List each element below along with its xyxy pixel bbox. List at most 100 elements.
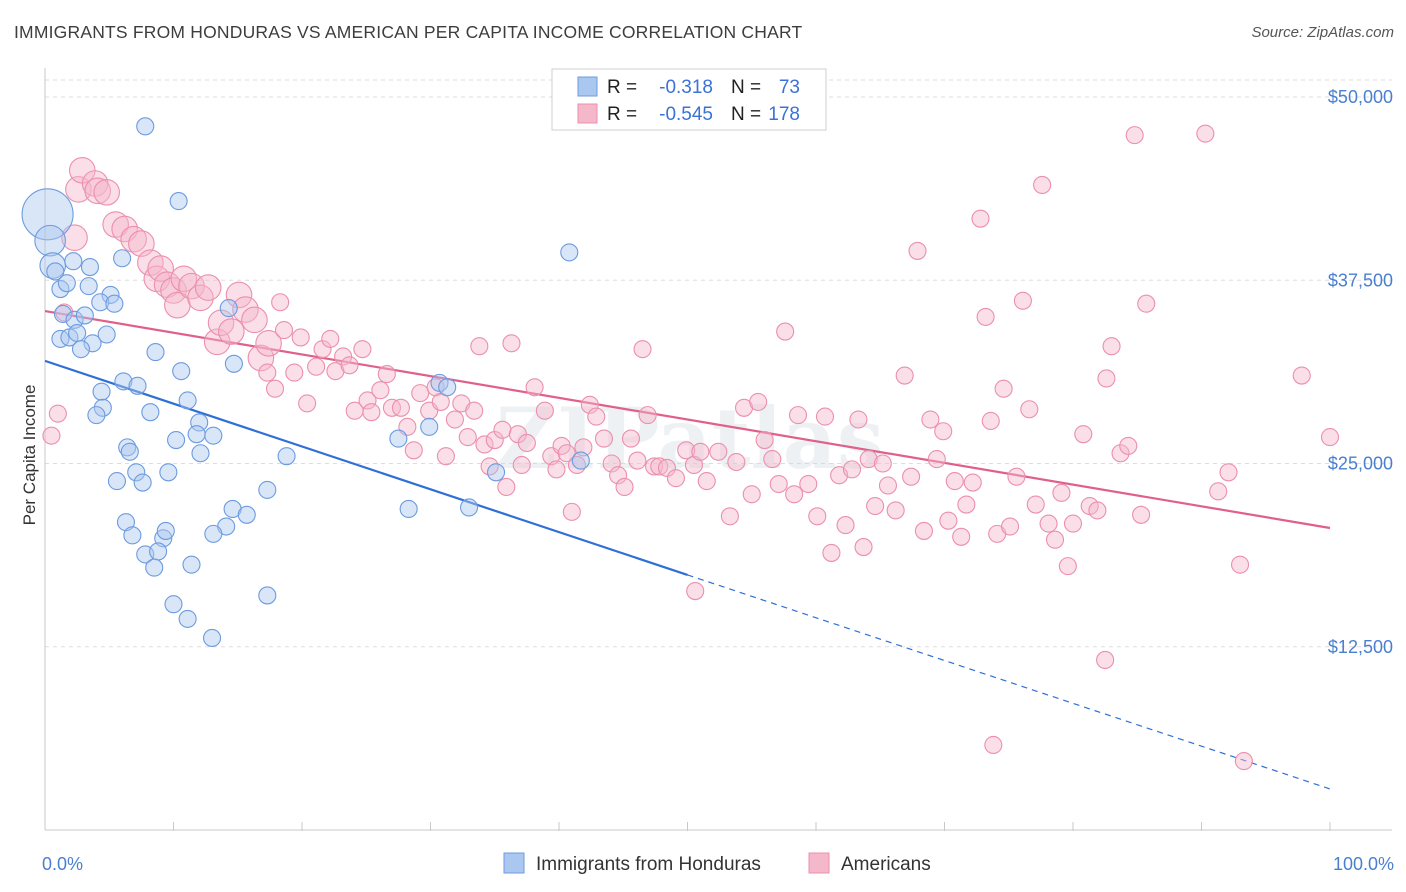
point-honduras (105, 294, 124, 313)
point-americans (1063, 514, 1083, 533)
point-americans (1209, 482, 1228, 501)
point-americans (1000, 517, 1020, 536)
point-americans (1292, 366, 1311, 385)
point-americans (232, 296, 259, 323)
y-axis-label: Per Capita Income (20, 385, 39, 526)
point-americans (981, 411, 1000, 431)
point-americans (194, 274, 222, 301)
point-americans (621, 429, 641, 448)
point-honduras (389, 429, 408, 448)
point-americans (525, 378, 544, 397)
stats-box: R = -0.318 N = 73 R = -0.545 N = 178 (551, 68, 827, 131)
point-honduras (21, 188, 74, 241)
point-americans (353, 340, 372, 359)
point-honduras (123, 526, 142, 545)
point-honduras (224, 354, 243, 373)
point-honduras (149, 542, 168, 561)
point-honduras (172, 362, 191, 381)
point-americans (120, 225, 147, 253)
point-honduras (68, 323, 87, 343)
point-americans (785, 485, 804, 504)
point-americans (1219, 463, 1238, 482)
point-honduras (167, 430, 186, 450)
point-honduras (560, 243, 579, 262)
point-americans (615, 477, 634, 497)
point-honduras (93, 398, 112, 417)
point-americans (391, 398, 410, 417)
point-honduras (107, 472, 127, 491)
point-americans (976, 307, 995, 326)
point-americans (42, 426, 61, 445)
point-honduras (204, 524, 223, 543)
point-americans (502, 334, 521, 353)
point-honduras (156, 521, 175, 540)
point-americans (763, 450, 782, 469)
point-americans (886, 501, 905, 520)
point-americans (742, 485, 761, 504)
point-americans (274, 321, 294, 340)
point-americans (1088, 501, 1107, 520)
stats-box-frame (551, 68, 827, 131)
point-americans (1119, 436, 1138, 455)
point-americans (1234, 752, 1253, 771)
point-americans (994, 379, 1013, 398)
point-honduras (420, 417, 439, 436)
point-honduras (127, 463, 146, 482)
x-axis-max-label: 100.0% (1333, 854, 1394, 874)
point-americans (666, 469, 685, 488)
point-americans (1013, 291, 1032, 310)
point-americans (720, 507, 739, 526)
point-americans (291, 328, 310, 347)
point-americans (340, 356, 359, 375)
x-axis-min-label: 0.0% (42, 854, 83, 874)
point-americans (458, 428, 477, 447)
point-americans (1111, 444, 1130, 463)
point-americans (475, 435, 494, 454)
point-americans (497, 477, 516, 497)
point-honduras (190, 413, 209, 432)
point-americans (1039, 514, 1058, 533)
point-americans (749, 392, 768, 411)
point-honduras (145, 558, 164, 577)
point-americans (493, 420, 512, 439)
point-americans (358, 391, 377, 410)
point-americans (808, 507, 827, 526)
point-americans (594, 429, 614, 448)
point-americans (445, 410, 464, 429)
legend-swatch-honduras (503, 852, 525, 874)
point-honduras (191, 444, 210, 463)
point-honduras (187, 425, 206, 444)
point-americans (321, 329, 340, 348)
point-americans (815, 407, 835, 426)
point-americans (878, 476, 898, 495)
point-americans (1137, 294, 1156, 313)
legend: Immigrants from Honduras Americans (503, 852, 931, 875)
y-tick-label: $37,500 (1328, 270, 1393, 290)
point-honduras (146, 343, 165, 362)
stats-r-label-2: R = (607, 104, 637, 125)
point-americans (147, 255, 174, 282)
stats-swatch-honduras (577, 76, 598, 97)
point-americans (799, 474, 818, 494)
point-americans (470, 337, 489, 356)
point-americans (313, 340, 332, 359)
point-americans (963, 473, 982, 492)
axis-layer: $12,500 $25,000 $37,500 $50,000 (44, 68, 1393, 831)
trend-layer (44, 309, 1331, 790)
point-honduras (219, 299, 238, 318)
point-americans (895, 366, 914, 385)
stats-r-value-honduras: -0.318 (659, 77, 713, 98)
point-americans (914, 521, 933, 540)
point-americans (628, 451, 647, 470)
point-americans (411, 384, 430, 403)
point-honduras (116, 513, 136, 532)
point-honduras (258, 480, 277, 499)
point-americans (465, 401, 484, 420)
stats-n-label-1: N = (731, 77, 761, 98)
point-honduras (65, 310, 84, 329)
point-americans (61, 224, 88, 252)
point-honduras (46, 262, 65, 281)
y-tick-label: $12,500 (1328, 637, 1393, 657)
point-americans (952, 527, 971, 546)
point-americans (218, 318, 245, 345)
